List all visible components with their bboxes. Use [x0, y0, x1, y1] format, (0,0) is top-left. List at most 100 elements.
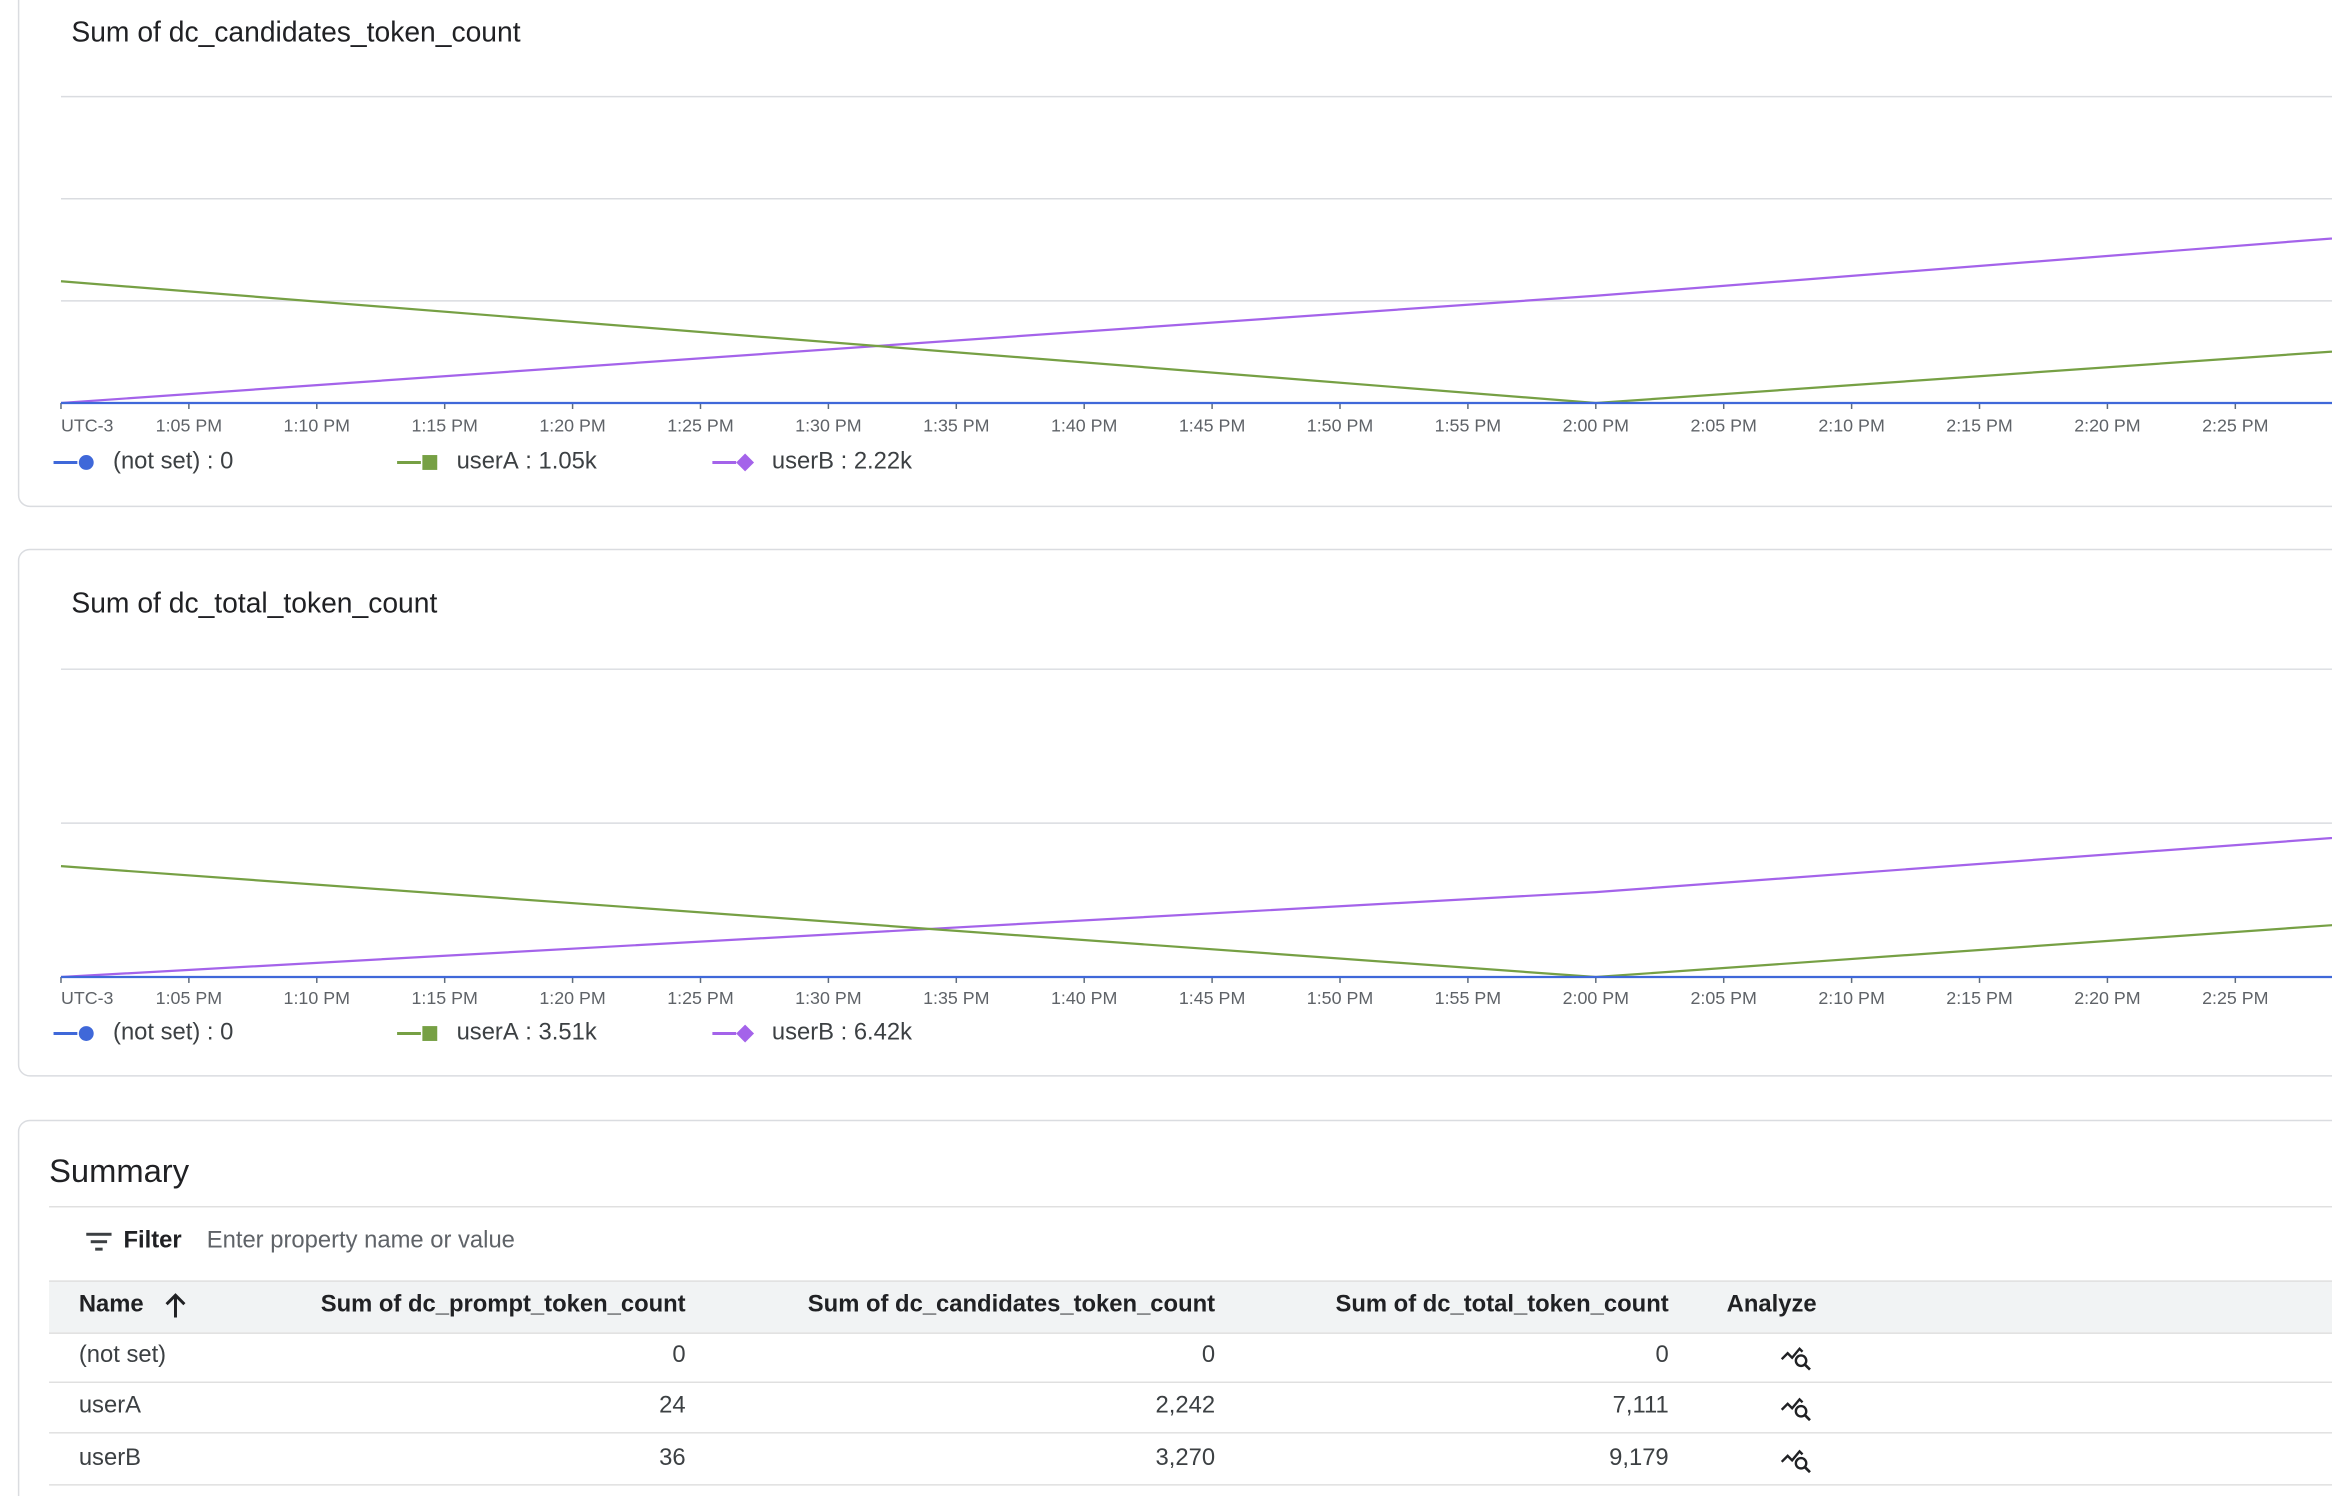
legend-marker [736, 1024, 755, 1043]
x-tick-label: 2:15 PM [1946, 416, 2012, 436]
legend-marker [422, 455, 438, 470]
x-tick-label: 2:25 PM [2202, 416, 2268, 436]
chart-title: Sum of dc_total_token_count [71, 587, 437, 619]
legend-separator: : [519, 448, 539, 475]
x-tick-label: UTC-3 [61, 988, 114, 1008]
x-tick-label: 1:35 PM [923, 988, 989, 1008]
analyze-icon[interactable] [1780, 1341, 1813, 1371]
x-tick-label: 1:50 PM [1307, 416, 1373, 436]
x-tick-label: 1:20 PM [539, 416, 605, 436]
legend-value: 0 [220, 448, 233, 475]
x-tick-label: 2:10 PM [1818, 988, 1884, 1008]
column-header[interactable]: Sum of dc_candidates_token_count [807, 1292, 1216, 1318]
legend-entry: userA : 3.51k [457, 1019, 597, 1046]
x-tick-label: 1:05 PM [156, 988, 222, 1008]
legend-entry: (not set) : 0 [113, 448, 233, 475]
legend-value: 3.51k [539, 1019, 597, 1046]
legend-entry: (not set) : 0 [113, 1019, 233, 1046]
x-tick-label: 1:45 PM [1179, 416, 1245, 436]
x-tick-label: 1:50 PM [1307, 988, 1373, 1008]
filter-button[interactable]: Filter [123, 1228, 182, 1254]
legend-name: userB [772, 1019, 834, 1046]
legend-marker [736, 453, 755, 472]
table-cell: 0 [1655, 1342, 1669, 1369]
x-tick-label: 1:55 PM [1435, 416, 1501, 436]
column-header: Analyze [1726, 1292, 1817, 1318]
legend-name: (not set) [113, 1019, 200, 1046]
x-tick-label: 2:20 PM [2074, 988, 2140, 1008]
table-cell: 3,270 [1155, 1445, 1216, 1471]
table-cell: 0 [672, 1342, 686, 1369]
x-tick-label: 2:00 PM [1563, 988, 1629, 1008]
legend-value: 1.05k [539, 448, 597, 475]
row-divider [49, 1484, 2332, 1486]
legend-separator: : [834, 1019, 854, 1046]
table-header [49, 1280, 2332, 1334]
chart: Sum of dc_total_token_count UTC-3 1:05 PM… [53, 587, 2332, 1046]
column-header[interactable]: Name [78, 1292, 144, 1318]
x-tick-label: UTC-3 [61, 416, 114, 436]
chart-card [17, 548, 2332, 1077]
row-divider [49, 1432, 2332, 1434]
x-tick-label: 1:40 PM [1051, 416, 1117, 436]
row-divider [49, 1381, 2332, 1383]
divider [49, 1206, 2332, 1208]
x-tick-label: 2:05 PM [1691, 988, 1757, 1008]
table-cell: (not set) [78, 1342, 167, 1369]
x-tick-label: 1:45 PM [1179, 988, 1245, 1008]
column-header[interactable]: Sum of dc_total_token_count [1335, 1292, 1669, 1318]
table-cell: 0 [1201, 1342, 1216, 1369]
x-tick-label: 1:15 PM [411, 416, 477, 436]
table-cell: 24 [659, 1393, 686, 1419]
legend-marker [78, 1026, 94, 1041]
x-tick-label: 1:30 PM [795, 988, 861, 1008]
analyze-icon[interactable] [1780, 1392, 1813, 1422]
chart-title: Sum of dc_candidates_token_count [71, 16, 520, 48]
legend-entry: userB : 6.42k [772, 1019, 912, 1046]
x-tick-label: 1:10 PM [284, 988, 350, 1008]
filter-icon[interactable] [85, 1230, 115, 1254]
x-tick-label: 1:05 PM [156, 416, 222, 436]
table-cell: 9,179 [1609, 1445, 1669, 1471]
table-cell: 7,111 [1612, 1393, 1669, 1419]
legend-separator: : [519, 1019, 539, 1046]
x-tick-label: 2:05 PM [1691, 416, 1757, 436]
legend-name: userA [457, 1019, 519, 1046]
x-tick-label: 2:00 PM [1563, 416, 1629, 436]
x-tick-label: 2:10 PM [1818, 416, 1884, 436]
series-line [60, 865, 2332, 979]
chart-card [17, 0, 2332, 508]
x-tick-label: 2:20 PM [2074, 416, 2140, 436]
legend-entry: userA : 1.05k [457, 448, 597, 475]
x-tick-label: 1:25 PM [667, 416, 733, 436]
series-line [60, 237, 2332, 405]
legend-name: userB [772, 448, 834, 475]
x-tick-label: 1:20 PM [539, 988, 605, 1008]
x-tick-label: 1:15 PM [411, 988, 477, 1008]
filter-input[interactable]: Enter property name or value [206, 1228, 515, 1254]
legend-separator: : [834, 448, 854, 475]
legend-value: 6.42k [854, 1019, 912, 1046]
table-cell: userA [78, 1393, 141, 1419]
sort-arrow[interactable] [162, 1291, 189, 1321]
table-cell: 2,242 [1155, 1393, 1216, 1419]
x-tick-label: 2:15 PM [1946, 988, 2012, 1008]
analyze-icon[interactable] [1780, 1444, 1813, 1474]
series-line [60, 836, 2332, 979]
legend-value: 0 [220, 1019, 233, 1046]
table-cell: 36 [659, 1445, 686, 1471]
x-tick-label: 2:25 PM [2202, 988, 2268, 1008]
x-tick-label: 1:25 PM [667, 988, 733, 1008]
legend-entry: userB : 2.22k [772, 448, 912, 475]
legend-marker [422, 1026, 438, 1041]
chart: Sum of dc_candidates_token_count UTC-3 1:… [53, 16, 2332, 475]
legend-value: 2.22k [854, 448, 912, 475]
x-tick-label: 1:55 PM [1435, 988, 1501, 1008]
legend-separator: : [200, 448, 220, 475]
column-header[interactable]: Sum of dc_prompt_token_count [320, 1292, 686, 1318]
legend-name: (not set) [113, 448, 200, 475]
legend-name: userA [457, 448, 519, 475]
legend-marker [78, 455, 94, 470]
